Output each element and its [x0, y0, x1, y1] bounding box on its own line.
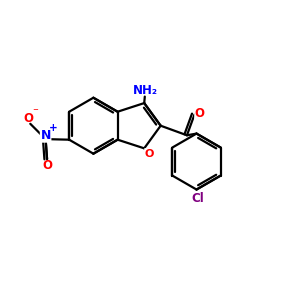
Text: O: O [145, 148, 154, 159]
Text: ⁻: ⁻ [33, 108, 38, 118]
Text: Cl: Cl [192, 193, 204, 206]
Text: NH₂: NH₂ [133, 84, 158, 97]
Text: +: + [49, 123, 57, 133]
Text: O: O [195, 106, 205, 120]
Text: N: N [40, 129, 51, 142]
Text: O: O [42, 159, 52, 172]
Text: O: O [23, 112, 33, 125]
